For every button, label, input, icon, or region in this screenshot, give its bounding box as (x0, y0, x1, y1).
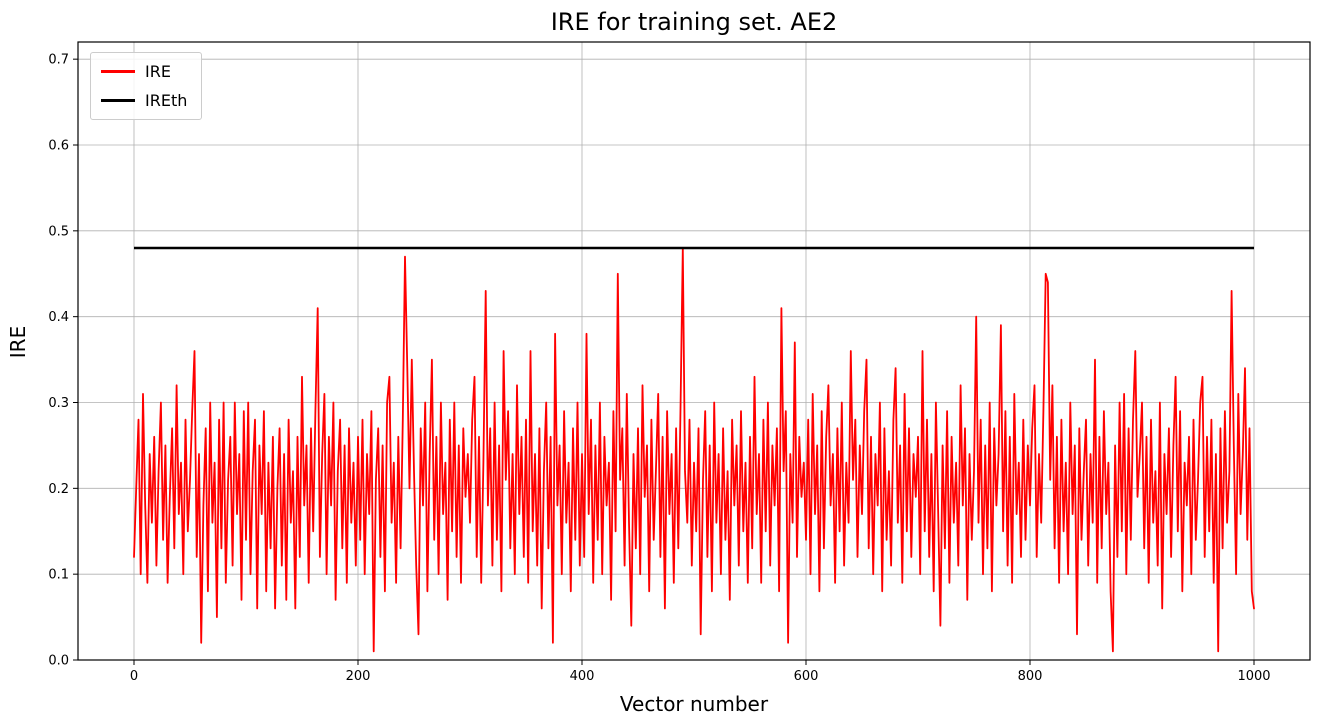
y-tick-label: 0.7 (48, 53, 69, 68)
y-axis-label: IRE (6, 325, 30, 359)
legend: IRE IREth (90, 52, 203, 120)
y-tick-label: 0.5 (48, 224, 69, 239)
legend-label-ireth: IREth (145, 91, 188, 110)
legend-label-ire: IRE (145, 62, 171, 81)
y-tick-label: 0.3 (48, 396, 69, 411)
chart-title: IRE for training set. AE2 (550, 8, 838, 36)
ireth-line-swatch (101, 99, 135, 102)
y-tick-label: 0.2 (48, 482, 69, 497)
legend-item-ire: IRE (101, 62, 187, 81)
y-tick-label: 0.0 (48, 654, 69, 669)
x-tick-label: 1000 (1237, 669, 1270, 684)
x-axis-label: Vector number (619, 692, 769, 716)
legend-item-ireth: IREth (101, 91, 187, 110)
x-tick-label: 800 (1018, 669, 1043, 684)
y-tick-labels: 0.0 0.1 0.2 0.3 0.4 0.5 0.6 0.7 (48, 53, 69, 669)
x-tick-label: 400 (570, 669, 595, 684)
ire-line-swatch (101, 70, 135, 73)
axes-spines (77, 41, 1311, 661)
y-tick-label: 0.6 (48, 139, 69, 154)
ire-series-line (133, 247, 1255, 653)
tick-marks (73, 58, 1255, 665)
y-tick-label: 0.4 (48, 310, 69, 325)
x-tick-label: 200 (346, 669, 371, 684)
grid (78, 42, 1310, 661)
x-tick-label: 0 (130, 669, 138, 684)
y-tick-label: 0.1 (48, 568, 69, 583)
x-tick-label: 600 (794, 669, 819, 684)
x-tick-labels: 0 200 400 600 800 1000 (130, 669, 1271, 684)
